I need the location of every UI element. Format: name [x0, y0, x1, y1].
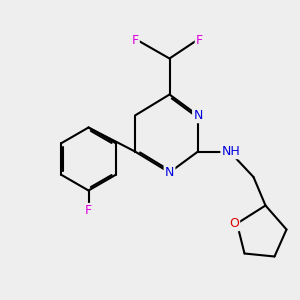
Text: N: N	[193, 109, 203, 122]
Text: NH: NH	[222, 145, 240, 158]
Text: F: F	[196, 34, 203, 47]
Text: F: F	[85, 204, 92, 217]
Text: F: F	[131, 34, 139, 47]
Text: N: N	[165, 166, 174, 179]
Text: O: O	[229, 217, 239, 230]
